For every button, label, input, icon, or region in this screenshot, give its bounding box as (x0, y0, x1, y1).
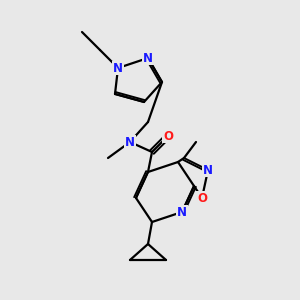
Text: N: N (125, 136, 135, 148)
Text: N: N (177, 206, 187, 218)
Text: N: N (203, 164, 213, 176)
Text: N: N (113, 61, 123, 74)
Text: N: N (143, 52, 153, 64)
Text: O: O (197, 191, 207, 205)
Text: O: O (163, 130, 173, 142)
